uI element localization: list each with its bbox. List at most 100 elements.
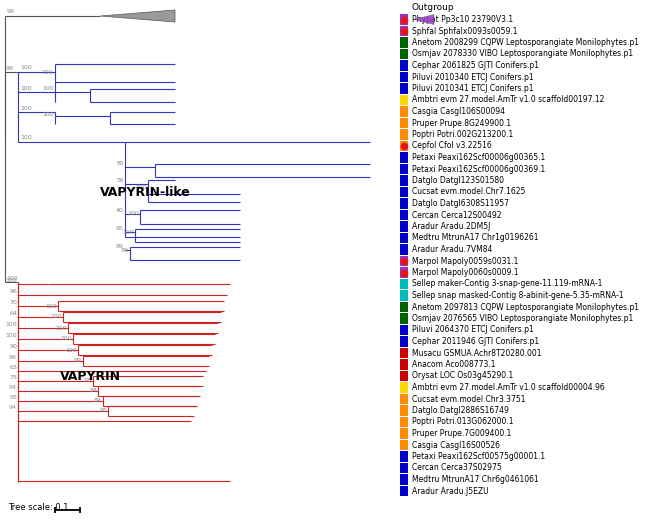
- Bar: [400, 371, 408, 381]
- Text: Poptri Potri.002G213200.1: Poptri Potri.002G213200.1: [412, 130, 513, 139]
- Text: 100: 100: [5, 333, 17, 338]
- Text: 100: 100: [42, 86, 54, 91]
- Bar: [400, 244, 408, 255]
- Bar: [400, 187, 408, 197]
- Text: Cephar 2011946 GJTI Conifers.p1: Cephar 2011946 GJTI Conifers.p1: [412, 337, 539, 346]
- Bar: [400, 417, 408, 427]
- Text: 100: 100: [20, 86, 32, 91]
- Text: Cephar 2061825 GJTI Conifers.p1: Cephar 2061825 GJTI Conifers.p1: [412, 61, 539, 70]
- Text: 95: 95: [9, 395, 17, 400]
- Text: Cucsat evm.model.Chr3.3751: Cucsat evm.model.Chr3.3751: [412, 395, 526, 403]
- Bar: [400, 164, 408, 174]
- Text: 96: 96: [9, 289, 17, 294]
- Text: Marpol Mapoly0059s0031.1: Marpol Mapoly0059s0031.1: [412, 256, 518, 265]
- Bar: [400, 72, 408, 82]
- Text: Casgia Casgl106S00094: Casgia Casgl106S00094: [412, 107, 505, 116]
- Bar: [400, 152, 408, 163]
- Text: VAPYRIN: VAPYRIN: [60, 370, 120, 384]
- Text: 85: 85: [116, 161, 124, 166]
- Text: Marpol Mapoly0060s0009.1: Marpol Mapoly0060s0009.1: [412, 268, 518, 277]
- Bar: [400, 14, 408, 25]
- Text: 99: 99: [9, 355, 17, 360]
- Bar: [400, 302, 408, 312]
- Bar: [400, 198, 408, 209]
- Bar: [400, 325, 408, 335]
- Bar: [400, 221, 408, 232]
- Text: Musacu GSMUA.Achr8T20280.001: Musacu GSMUA.Achr8T20280.001: [412, 348, 541, 358]
- Text: 100: 100: [42, 112, 54, 117]
- Text: 100: 100: [135, 185, 147, 190]
- Text: 99: 99: [6, 66, 14, 71]
- Text: Anetom 2097813 CQPW Leptosporangiate Monilophytes.p1: Anetom 2097813 CQPW Leptosporangiate Mon…: [412, 303, 639, 312]
- Text: 56: 56: [116, 178, 124, 183]
- Polygon shape: [100, 10, 175, 22]
- Bar: [400, 256, 408, 266]
- Bar: [400, 210, 408, 220]
- Bar: [400, 83, 408, 94]
- Text: Petaxi Peaxi162Scf00575g00001.1: Petaxi Peaxi162Scf00575g00001.1: [412, 452, 545, 461]
- Bar: [400, 95, 408, 105]
- Text: 100: 100: [20, 135, 32, 140]
- Text: Pruper Prupe.7G009400.1: Pruper Prupe.7G009400.1: [412, 429, 511, 438]
- Text: Pruper Prupe.8G249900.1: Pruper Prupe.8G249900.1: [412, 119, 511, 128]
- Text: Ambtri evm 27.model.AmTr v1.0 scaffold00197.12: Ambtri evm 27.model.AmTr v1.0 scaffold00…: [412, 96, 604, 104]
- Text: 94: 94: [9, 385, 17, 390]
- Text: Aradur Aradu.2DM5J: Aradur Aradu.2DM5J: [412, 222, 490, 231]
- Text: Cercan Cerca37S02975: Cercan Cerca37S02975: [412, 463, 502, 472]
- Text: Piluvi 2010341 ETCJ Conifers.p1: Piluvi 2010341 ETCJ Conifers.p1: [412, 84, 533, 93]
- Text: Cepfol Cfol v3.22516: Cepfol Cfol v3.22516: [412, 142, 491, 151]
- Bar: [400, 26, 408, 36]
- Text: 100: 100: [55, 326, 67, 330]
- Text: Sellep snap masked-Contig 8-abinit-gene-5.35-mRNA-1: Sellep snap masked-Contig 8-abinit-gene-…: [412, 291, 623, 300]
- Bar: [400, 118, 408, 128]
- Bar: [400, 405, 408, 415]
- Text: Piluvi 2010340 ETCJ Conifers.p1: Piluvi 2010340 ETCJ Conifers.p1: [412, 72, 533, 81]
- Text: Cercan Cerca12S00492: Cercan Cerca12S00492: [412, 211, 501, 220]
- Text: 100: 100: [122, 230, 134, 235]
- Text: 70: 70: [9, 300, 17, 305]
- Text: 100: 100: [5, 278, 17, 283]
- Text: 84: 84: [94, 398, 102, 403]
- Bar: [400, 474, 408, 485]
- Text: 99: 99: [74, 359, 82, 363]
- Text: Datglo Datgl6308S11957: Datglo Datgl6308S11957: [412, 199, 509, 208]
- Text: 100: 100: [5, 322, 17, 327]
- Text: 100: 100: [45, 303, 57, 309]
- Text: Piluvi 2064370 ETCJ Conifers.p1: Piluvi 2064370 ETCJ Conifers.p1: [412, 326, 533, 335]
- Text: 95: 95: [99, 409, 107, 413]
- Bar: [400, 175, 408, 186]
- Text: Medtru MtrunA17 Chr1g0196261: Medtru MtrunA17 Chr1g0196261: [412, 234, 539, 243]
- Bar: [400, 440, 408, 450]
- Text: Aradur Aradu.7VM84: Aradur Aradu.7VM84: [412, 245, 492, 254]
- Text: 75: 75: [9, 375, 17, 380]
- Text: Ambtri evm 27.model.AmTr v1.0 scaffold00004.96: Ambtri evm 27.model.AmTr v1.0 scaffold00…: [412, 383, 604, 392]
- Bar: [400, 336, 408, 347]
- Text: 100: 100: [20, 106, 32, 111]
- Bar: [400, 383, 408, 393]
- Text: 94: 94: [9, 405, 17, 410]
- Bar: [400, 313, 408, 324]
- Text: Medtru MtrunA17 Chr6g0461061: Medtru MtrunA17 Chr6g0461061: [412, 475, 539, 484]
- Text: 100: 100: [60, 337, 72, 342]
- Text: Datglo Datgl123S01580: Datglo Datgl123S01580: [412, 176, 504, 185]
- Text: Orysat LOC Os03g45290.1: Orysat LOC Os03g45290.1: [412, 371, 513, 380]
- Bar: [400, 463, 408, 473]
- Bar: [400, 37, 408, 48]
- Bar: [400, 359, 408, 370]
- Text: 40: 40: [116, 208, 124, 213]
- Bar: [400, 394, 408, 404]
- Bar: [400, 267, 408, 278]
- Text: 98: 98: [84, 378, 92, 384]
- Text: 99: 99: [121, 248, 129, 253]
- Text: Datglo Datgl2886S16749: Datglo Datgl2886S16749: [412, 406, 509, 415]
- Bar: [400, 233, 408, 243]
- Polygon shape: [414, 14, 434, 24]
- Text: Casgia Casgl16S00526: Casgia Casgl16S00526: [412, 440, 500, 450]
- Text: 99: 99: [7, 9, 15, 14]
- Text: Cucsat evm.model.Chr7.1625: Cucsat evm.model.Chr7.1625: [412, 187, 526, 196]
- Text: 100: 100: [6, 276, 18, 281]
- Text: Tree scale: 0.1: Tree scale: 0.1: [8, 503, 68, 511]
- Bar: [400, 49, 408, 59]
- Bar: [400, 129, 408, 140]
- Text: 100: 100: [41, 70, 53, 74]
